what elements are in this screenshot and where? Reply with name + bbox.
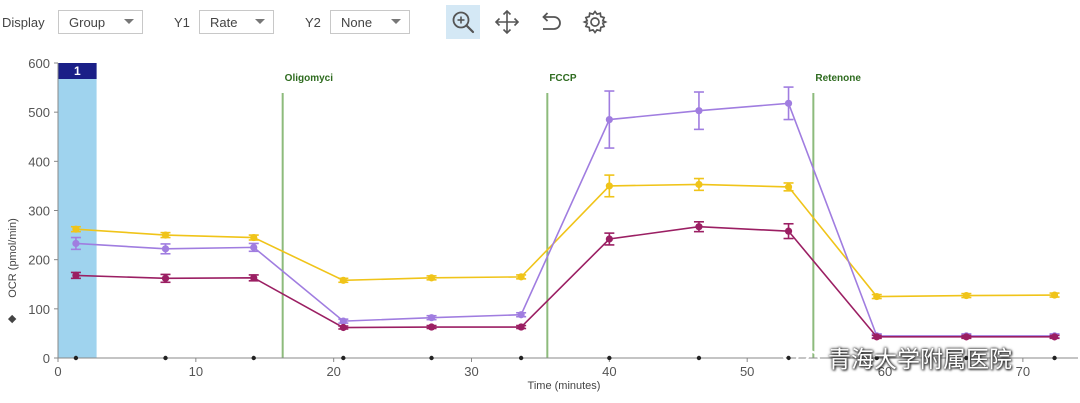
- data-point: [517, 273, 525, 281]
- data-point: [161, 245, 170, 253]
- x-tick-label: 40: [602, 364, 616, 379]
- data-point: [339, 323, 347, 332]
- data-point: [784, 99, 793, 107]
- x-axis-marker: [341, 355, 346, 361]
- data-point: [784, 227, 793, 235]
- y-tick-label: 400: [28, 154, 50, 169]
- data-point: [605, 115, 613, 124]
- x-tick-label: 30: [464, 364, 478, 379]
- undo-icon: [542, 12, 561, 30]
- pan-move-icon: [494, 9, 520, 35]
- x-tick-label: 0: [54, 364, 61, 379]
- y2-select[interactable]: None: [330, 10, 410, 34]
- highlight-badge: [58, 63, 97, 79]
- data-point: [1050, 291, 1059, 299]
- pan-button[interactable]: [490, 5, 524, 39]
- highlight-badge-label: 1: [74, 64, 81, 78]
- x-axis-marker: [964, 355, 969, 361]
- chevron-down-icon: [255, 19, 265, 24]
- x-axis-marker: [73, 355, 79, 361]
- data-point: [339, 317, 347, 325]
- y2-select-value: None: [341, 15, 373, 30]
- wechat-icon: [781, 341, 821, 371]
- x-tick-label: 50: [740, 364, 754, 379]
- data-point: [250, 274, 258, 282]
- settings-button[interactable]: [578, 5, 612, 39]
- chevron-down-icon: [391, 19, 401, 24]
- data-point: [784, 183, 793, 191]
- x-axis-marker: [607, 355, 612, 361]
- display-select-value: Group: [69, 15, 106, 30]
- x-axis-marker: [786, 355, 791, 361]
- chart-toolbar: Display Group Y1 Rate Y2 None: [0, 0, 1080, 48]
- data-point: [161, 274, 170, 282]
- data-point: [517, 311, 525, 319]
- x-axis-marker: [429, 355, 434, 361]
- x-axis-marker: [518, 355, 524, 361]
- y-tick-label: 100: [28, 302, 50, 317]
- zoom-in-icon: [452, 11, 475, 34]
- x-axis-marker: [874, 355, 879, 361]
- undo-button[interactable]: [534, 5, 568, 39]
- event-label: Oligomyci: [285, 73, 334, 84]
- data-point: [72, 239, 80, 248]
- data-point: [962, 333, 970, 341]
- data-point: [517, 323, 525, 331]
- display-select[interactable]: Group: [58, 10, 143, 34]
- data-point: [695, 107, 703, 115]
- y1-select-value: Rate: [210, 15, 238, 30]
- data-point: [427, 314, 436, 322]
- settings-gear-icon: [582, 10, 608, 34]
- watermark-text: 青海大学附属医院: [828, 347, 1012, 373]
- data-point: [1050, 333, 1059, 341]
- y-tick-label: 0: [43, 351, 50, 366]
- data-point: [427, 323, 436, 331]
- x-tick-label: 10: [189, 364, 203, 379]
- zoom-in-button[interactable]: [446, 5, 480, 39]
- data-point: [339, 276, 347, 284]
- y-tick-label: 200: [28, 253, 50, 268]
- data-point: [873, 333, 881, 341]
- data-point: [695, 223, 703, 231]
- y1-label: Y1: [174, 15, 190, 30]
- data-point: [605, 182, 613, 190]
- highlight-band: [58, 63, 97, 358]
- y-axis-marker: ◆: [6, 314, 18, 323]
- data-point: [72, 225, 80, 233]
- data-point: [605, 235, 613, 243]
- x-tick-label: 20: [326, 364, 340, 379]
- data-point: [250, 233, 258, 242]
- series-line: [75, 225, 1055, 338]
- data-point: [161, 231, 170, 239]
- data-point: [695, 180, 703, 189]
- y-tick-label: 300: [28, 204, 50, 219]
- x-tick-label: 70: [1016, 364, 1030, 379]
- y2-label: Y2: [305, 15, 321, 30]
- y-axis-title: OCR (pmol/min): [7, 218, 19, 297]
- x-axis-marker: [696, 355, 702, 361]
- event-label: Retenone: [815, 73, 861, 84]
- data-point: [427, 274, 436, 282]
- chevron-down-icon: [124, 19, 134, 24]
- x-axis-marker: [1052, 355, 1057, 361]
- y-tick-label: 500: [28, 105, 50, 120]
- x-tick-label: 60: [878, 364, 892, 379]
- x-axis-marker: [251, 355, 256, 361]
- display-label: Display: [2, 15, 45, 30]
- x-axis-title: Time (minutes): [528, 380, 601, 392]
- y1-select[interactable]: Rate: [199, 10, 274, 34]
- event-label: FCCP: [549, 73, 577, 84]
- data-point: [962, 291, 970, 300]
- data-point: [72, 271, 80, 279]
- ocr-chart: 1 Oligomyci FCCP Retenone 0100200300400500…: [6, 56, 1078, 392]
- data-point: [873, 292, 881, 301]
- y-tick-label: 600: [28, 56, 50, 71]
- x-axis-marker: [163, 355, 168, 361]
- series-line: [75, 183, 1055, 298]
- series-line: [75, 102, 1055, 337]
- data-point: [250, 243, 258, 251]
